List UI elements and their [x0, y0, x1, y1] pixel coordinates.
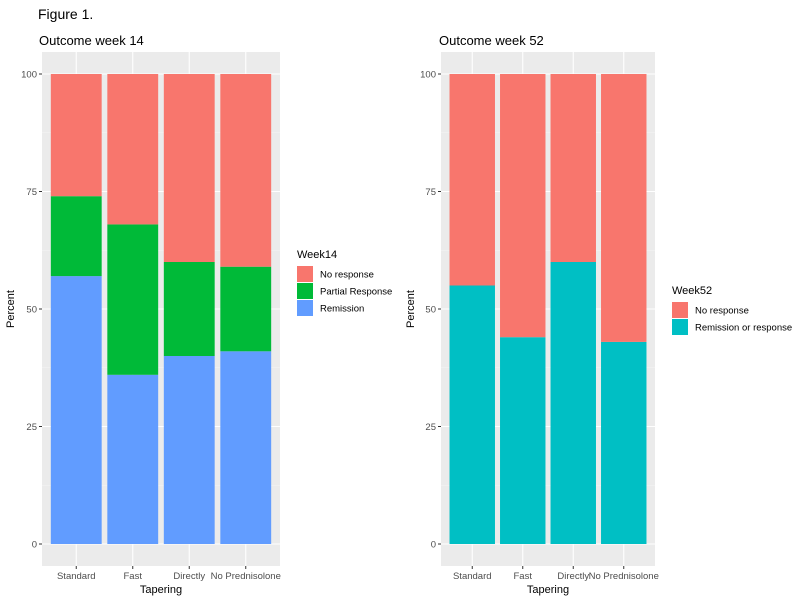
legend-label-remission-or-response: Remission or response [695, 323, 792, 334]
plot-title: Outcome week 14 [39, 33, 144, 48]
chart-panel-1: 0 25 50 75 100 Standard Fast Directly No Prednis… [5, 33, 392, 596]
bar-fast-remission-or-response [500, 337, 546, 544]
bar-standard-remission [50, 276, 102, 544]
legend-key-remission-or-response [672, 319, 688, 335]
bar-no-prednisolone-no-response [220, 74, 272, 267]
bar-fast-partial-response [107, 224, 159, 375]
x-tick-label: No Prednisolone [211, 571, 281, 582]
bar-no-prednisolone-partial-response [220, 266, 272, 352]
legend-label-remission: Remission [320, 304, 364, 315]
x-axis-title: Tapering [527, 584, 569, 596]
y-tick-label: 0 [431, 540, 436, 551]
x-tick-label: Fast [124, 571, 143, 582]
legend: Week14 No response Partial Response Remissi… [297, 249, 392, 316]
bar-directly-no-response [163, 74, 215, 262]
x-tick-label: Directly [173, 571, 205, 582]
y-axis-title: Percent [405, 290, 417, 328]
bar-standard-no-response [449, 74, 495, 286]
y-tick-label: 75 [26, 187, 37, 198]
bar-directly-no-response [550, 74, 596, 262]
bar-no-prednisolone-remission [220, 351, 272, 544]
bar-standard-remission-or-response [449, 285, 495, 544]
x-axis-title: Tapering [140, 584, 182, 596]
legend-title: Week52 [672, 285, 712, 297]
bar-directly-remission [163, 356, 215, 544]
x-tick-label: No Prednisolone [589, 571, 659, 582]
bar-no-prednisolone-no-response [601, 74, 647, 342]
bar-directly-partial-response [163, 262, 215, 356]
chart-panel-2: 0 25 50 75 100 Standard Fast Directly No Prednis… [405, 33, 792, 596]
plot-title: Outcome week 52 [439, 33, 544, 48]
y-tick-label: 0 [32, 540, 37, 551]
bar-directly-remission-or-response [550, 262, 596, 544]
y-tick-label: 75 [425, 187, 436, 198]
y-tick-label: 50 [26, 305, 37, 316]
legend: Week52 No response Remission or response [672, 285, 792, 335]
bar-no-prednisolone-remission-or-response [601, 341, 647, 544]
y-tick-label: 50 [425, 305, 436, 316]
x-tick-label: Directly [557, 571, 589, 582]
legend-key-no-response [297, 266, 313, 282]
x-tick-label: Standard [453, 571, 492, 582]
y-tick-label: 100 [420, 70, 436, 81]
y-tick-label: 25 [425, 422, 436, 433]
y-tick-label: 25 [26, 422, 37, 433]
x-tick-label: Fast [514, 571, 533, 582]
bar-standard-no-response [50, 74, 102, 197]
bar-fast-no-response [500, 74, 546, 338]
bar-fast-remission [107, 374, 159, 544]
figure-title: Figure 1. [38, 6, 94, 22]
legend-label-no-response: No response [320, 270, 374, 281]
legend-label-partial-response: Partial Response [320, 287, 392, 298]
y-tick-label: 100 [21, 70, 37, 81]
y-axis-title: Percent [5, 290, 17, 328]
bar-fast-no-response [107, 74, 159, 225]
legend-title: Week14 [297, 249, 337, 261]
legend-key-no-response [672, 302, 688, 318]
legend-label-no-response: No response [695, 306, 749, 317]
legend-key-partial-response [297, 283, 313, 299]
bar-standard-partial-response [50, 196, 102, 277]
legend-key-remission [297, 300, 313, 316]
x-tick-label: Standard [57, 571, 96, 582]
